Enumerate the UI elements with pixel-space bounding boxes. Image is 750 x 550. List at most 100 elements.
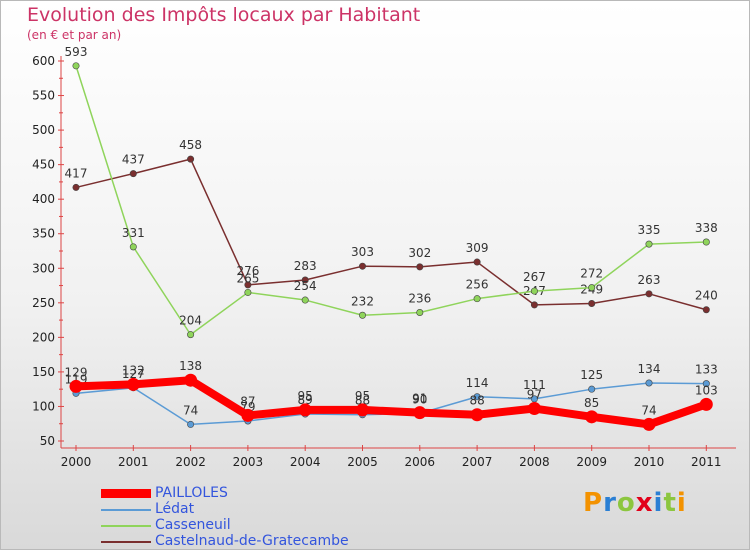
legend-swatch — [101, 541, 151, 543]
data-label-castelnaud-de-gratecambe: 309 — [466, 241, 489, 255]
y-tick-label: 600 — [32, 54, 55, 68]
series-line-casseneuil — [75, 65, 708, 336]
data-label-casseneuil: 236 — [408, 291, 431, 305]
data-label-l-dat: 133 — [695, 363, 718, 377]
x-tick-label: 2001 — [118, 455, 149, 469]
x-tick-label: 2005 — [347, 455, 378, 469]
data-label-casseneuil: 331 — [122, 226, 145, 240]
data-point-casseneuil — [645, 240, 653, 248]
data-point-pailloles — [585, 410, 599, 424]
data-point-castelnaud-de-gratecambe — [244, 281, 252, 289]
data-point-castelnaud-de-gratecambe — [358, 262, 366, 270]
data-label-l-dat: 88 — [355, 394, 370, 408]
x-tick-label: 2004 — [290, 455, 321, 469]
legend-label: Lédat — [155, 501, 195, 517]
data-label-casseneuil: 335 — [638, 223, 661, 237]
data-point-casseneuil — [187, 331, 195, 339]
data-label-casseneuil: 265 — [236, 271, 259, 285]
data-label-pailloles: 132 — [122, 363, 145, 377]
y-tick-label: 500 — [32, 123, 55, 137]
legend-label: Castelnaud-de-Gratecambe — [155, 533, 349, 549]
data-point-casseneuil — [129, 243, 137, 251]
y-tick-label: 450 — [32, 158, 55, 172]
data-label-castelnaud-de-gratecambe: 458 — [179, 138, 202, 152]
data-label-casseneuil: 254 — [294, 279, 317, 293]
data-point-casseneuil — [702, 238, 710, 246]
x-tick-label: 2010 — [634, 455, 665, 469]
chart-title: Evolution des Impôts locaux par Habitant — [27, 4, 421, 26]
y-tick-label: 50 — [40, 434, 55, 448]
brand-logo: Proxiti — [583, 488, 687, 518]
data-label-l-dat: 90 — [412, 392, 427, 406]
data-point-l-dat — [645, 379, 653, 387]
data-label-l-dat: 89 — [298, 393, 313, 407]
data-label-castelnaud-de-gratecambe: 276 — [236, 264, 259, 278]
data-point-castelnaud-de-gratecambe — [588, 300, 596, 308]
data-point-pailloles — [69, 379, 83, 393]
data-label-casseneuil: 204 — [179, 314, 202, 328]
data-label-casseneuil: 593 — [65, 45, 88, 59]
data-point-pailloles — [527, 402, 541, 416]
data-point-casseneuil — [301, 296, 309, 304]
chart-subtitle: (en € et par an) — [27, 28, 122, 42]
legend-label: Casseneuil — [155, 517, 231, 533]
series-line-pailloles — [72, 376, 711, 429]
data-point-pailloles — [241, 408, 255, 422]
data-point-castelnaud-de-gratecambe — [416, 263, 424, 271]
data-point-pailloles — [470, 408, 484, 422]
data-point-l-dat — [473, 393, 481, 401]
data-point-casseneuil — [416, 308, 424, 316]
data-label-castelnaud-de-gratecambe: 263 — [638, 273, 661, 287]
series-line-castelnaud-de-gratecambe — [75, 158, 708, 311]
data-label-castelnaud-de-gratecambe: 417 — [65, 166, 88, 180]
data-point-pailloles — [356, 403, 369, 417]
data-point-pailloles — [298, 403, 312, 417]
data-label-casseneuil: 272 — [580, 267, 603, 281]
x-tick-label: 2008 — [519, 455, 550, 469]
data-point-casseneuil — [72, 62, 80, 70]
data-point-pailloles — [126, 377, 140, 391]
y-tick-label: 350 — [32, 227, 55, 241]
data-label-l-dat: 114 — [466, 376, 489, 390]
data-point-castelnaud-de-gratecambe — [530, 301, 538, 309]
data-label-pailloles: 85 — [584, 396, 599, 410]
data-label-pailloles: 87 — [240, 394, 255, 408]
data-label-casseneuil: 338 — [695, 221, 718, 235]
data-point-casseneuil — [530, 287, 538, 295]
data-label-castelnaud-de-gratecambe: 302 — [408, 246, 431, 260]
data-point-castelnaud-de-gratecambe — [702, 306, 710, 314]
data-label-pailloles: 91 — [412, 392, 427, 406]
data-point-casseneuil — [244, 288, 252, 296]
data-label-l-dat: 74 — [183, 403, 198, 417]
data-label-l-dat: 127 — [122, 367, 145, 381]
data-point-castelnaud-de-gratecambe — [129, 170, 137, 178]
data-point-l-dat — [588, 385, 596, 393]
y-tick-label: 100 — [32, 399, 55, 413]
data-point-castelnaud-de-gratecambe — [72, 183, 80, 191]
data-label-pailloles: 95 — [355, 389, 370, 403]
x-tick-label: 2009 — [576, 455, 607, 469]
data-label-l-dat: 134 — [638, 362, 661, 376]
data-point-castelnaud-de-gratecambe — [301, 276, 309, 284]
data-label-castelnaud-de-gratecambe: 240 — [695, 289, 718, 303]
x-tick-label: 2011 — [691, 455, 722, 469]
data-label-castelnaud-de-gratecambe: 437 — [122, 153, 145, 167]
data-label-pailloles: 88 — [469, 394, 484, 408]
legend-swatch — [101, 489, 151, 498]
data-label-pailloles: 129 — [65, 365, 88, 379]
data-point-castelnaud-de-gratecambe — [645, 290, 653, 298]
data-point-casseneuil — [473, 295, 481, 303]
data-label-casseneuil: 256 — [466, 278, 489, 292]
data-point-pailloles — [184, 373, 198, 387]
data-point-casseneuil — [588, 284, 596, 292]
data-point-castelnaud-de-gratecambe — [187, 155, 195, 163]
data-label-castelnaud-de-gratecambe: 303 — [351, 245, 374, 259]
legend-swatch — [101, 525, 151, 527]
data-label-pailloles: 103 — [695, 383, 718, 397]
y-tick-label: 400 — [32, 192, 55, 206]
data-point-castelnaud-de-gratecambe — [473, 258, 481, 266]
data-label-casseneuil: 232 — [351, 294, 374, 308]
data-point-pailloles — [642, 417, 656, 431]
